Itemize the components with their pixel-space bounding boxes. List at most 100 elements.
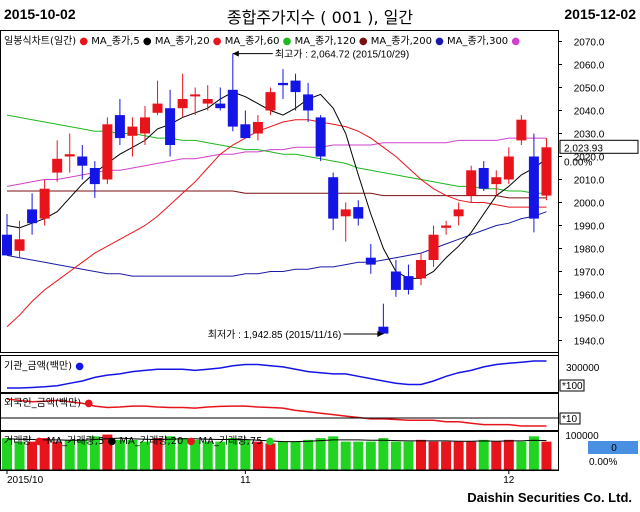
candle-body [215, 103, 226, 109]
volume-bar [252, 441, 263, 470]
candle-body [365, 257, 376, 265]
volume-bar [227, 438, 238, 470]
volume-bar [102, 434, 113, 470]
candle-body [328, 177, 339, 219]
legend-swatch: ● [279, 36, 295, 47]
volume-bar [503, 439, 514, 470]
y-tick-label: 1970.0 [574, 268, 605, 279]
y-tick-label: 2010.0 [574, 176, 605, 187]
candle-body [190, 94, 201, 97]
candle-body [102, 124, 113, 180]
candle-body [2, 234, 12, 256]
legend-entry: MA_종가,300 [447, 36, 509, 47]
ma200-line [6, 211, 547, 277]
candle-body [541, 147, 552, 196]
legend-swatch: ● [431, 36, 448, 47]
candle-body [64, 154, 75, 157]
volume-bar [165, 436, 176, 470]
volume-bar [441, 441, 452, 470]
legend-swatch: ● [183, 436, 199, 447]
candle-body [240, 124, 251, 139]
volume-bar [403, 441, 414, 470]
candle-body [315, 117, 326, 157]
start-date: 2015-10-02 [4, 6, 76, 22]
volume-bar [190, 439, 201, 470]
legend-swatch: ● [139, 36, 155, 47]
candle-body [52, 158, 63, 173]
volume-bar [390, 441, 401, 470]
candle-body [202, 99, 213, 104]
volume-bar [416, 439, 426, 470]
footer-company: Daishin Securities Co. Ltd. [467, 490, 632, 505]
legend-swatch: ● [104, 436, 120, 447]
volume-bar [378, 438, 389, 470]
candle-body [340, 209, 351, 217]
volume-bar [77, 439, 88, 470]
candle-body [278, 82, 288, 86]
y-tick-label: 2050.0 [574, 84, 605, 95]
legend-entry: MA_거래량,75 [198, 436, 263, 447]
y-tick-label: 1980.0 [574, 245, 605, 256]
candle-body [503, 156, 514, 180]
candle-body [403, 276, 414, 290]
y-tick-label: 2060.0 [574, 61, 605, 72]
volume-bar [202, 441, 213, 470]
legend-swatch: ● [76, 36, 92, 47]
y-tick-label: 2070.0 [574, 38, 605, 49]
institution-scale-label: *100 [562, 381, 583, 392]
legend-entry: MA_종가,20 [154, 36, 210, 47]
y-tick-label: 2040.0 [574, 107, 605, 118]
volume-bar [541, 441, 552, 470]
volume-value-label: 0 [611, 443, 617, 454]
candle-body [177, 99, 188, 109]
ma60-line [6, 114, 547, 194]
legend-swatch: ● [508, 36, 521, 47]
candle-body [127, 126, 138, 136]
volume-bar [2, 438, 12, 470]
x-tick-label: 2015/10 [7, 475, 44, 486]
volume-bar [240, 439, 251, 470]
volume-bar [278, 441, 288, 470]
volume-bar [478, 439, 489, 470]
candle-body [416, 260, 426, 279]
legend-entry: 기관_금액(백만) [4, 361, 73, 372]
volume-bar [127, 439, 138, 470]
institution-y-label: 300000 [566, 363, 600, 374]
institution-legend: 기관_금액(백만) ● [4, 357, 84, 372]
low-annotation: 최저가 : 1,942.85 (2015/11/16) [208, 329, 342, 341]
y-tick-label: 2020.0 [574, 153, 605, 164]
high-arrow [232, 50, 239, 57]
volume-bar [39, 438, 50, 470]
candle-body [39, 188, 50, 219]
legend-swatch: ● [72, 361, 84, 372]
volume-value-box [588, 441, 638, 454]
legend-entry: MA_종가,60 [224, 36, 280, 47]
volume-bar [152, 438, 163, 470]
end-date: 2015-12-02 [564, 6, 636, 22]
legend-swatch: ● [209, 36, 225, 47]
volume-bar [52, 441, 63, 470]
legend-entry: 외국인_금액(백만) [4, 398, 82, 409]
price-change-label: 0.00% [564, 157, 592, 168]
legend-entry: MA_종가,5 [91, 36, 140, 47]
volume-bar [140, 441, 150, 470]
ma5-line [6, 91, 547, 279]
legend-entry: MA_거래량,5 [46, 436, 105, 447]
volume-bar [428, 441, 439, 470]
candle-body [378, 326, 389, 334]
volume-bar [453, 441, 464, 470]
candle-body [466, 170, 477, 196]
volume-change-label: 0.00% [589, 457, 617, 468]
volume-bar [528, 436, 539, 470]
volume-bar [64, 439, 75, 470]
legend-swatch: ● [262, 436, 275, 447]
panel-frame [0, 355, 559, 393]
candle-body [428, 234, 439, 260]
candle-body [89, 168, 100, 185]
ma120-line [7, 190, 547, 199]
legend-swatch: ● [31, 436, 47, 447]
foreign-scale-label: *10 [562, 414, 577, 425]
candle-body [453, 209, 464, 217]
legend-entry: MA_종가,200 [370, 36, 432, 47]
